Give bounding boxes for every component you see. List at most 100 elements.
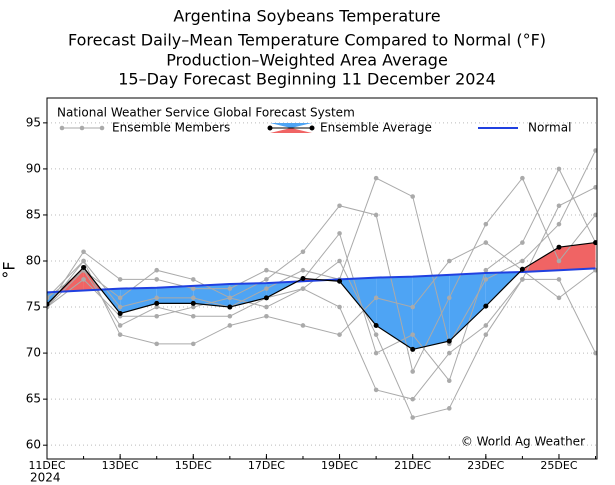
y-tick-label: 60 <box>26 438 41 452</box>
ensemble-member-point <box>154 313 160 319</box>
ensemble-member-point <box>190 304 196 310</box>
x-tick-label: 17DEC <box>248 459 285 472</box>
ensemble-member-point <box>593 185 597 190</box>
ensemble-member-point <box>190 295 196 301</box>
y-tick-label: 95 <box>26 115 41 129</box>
ensemble-member-point <box>117 277 123 282</box>
ensemble-member-point <box>373 295 379 301</box>
ensemble-member-point <box>300 323 306 328</box>
legend-symbol <box>79 125 85 131</box>
ensemble-member-point <box>520 277 525 282</box>
ensemble-member-point <box>446 378 452 384</box>
ensemble-member-point <box>410 415 415 420</box>
average-point <box>263 295 269 301</box>
ensemble-member-point <box>446 295 452 301</box>
ensemble-member-point <box>556 203 562 209</box>
legend-symbol <box>59 125 65 131</box>
average-point <box>81 264 87 270</box>
average-point <box>154 300 160 306</box>
legend-symbol <box>270 123 312 128</box>
x-tick-label: 15DEC <box>175 459 212 472</box>
average-point <box>483 303 489 309</box>
average-point <box>227 304 233 310</box>
y-tick-label: 90 <box>26 161 41 175</box>
legend-title: National Weather Service Global Forecast… <box>57 106 355 120</box>
ensemble-member-point <box>483 221 489 227</box>
ensemble-member-point <box>264 304 269 310</box>
ensemble-member-point <box>410 332 415 337</box>
ensemble-member-point <box>483 240 489 245</box>
ensemble-member-point <box>190 341 196 347</box>
ensemble-member-point <box>410 396 415 402</box>
ensemble-member-point <box>446 406 452 411</box>
ensemble-member-line <box>47 177 596 373</box>
average-point <box>300 276 306 281</box>
anomaly-fill <box>193 284 230 308</box>
ensemble-member-point <box>556 221 562 227</box>
anomaly-fill <box>449 272 486 342</box>
ensemble-member-point <box>81 277 86 282</box>
ensemble-member-point <box>337 304 342 310</box>
ensemble-member-point <box>593 148 597 153</box>
ensemble-member-point <box>556 277 562 282</box>
average-point <box>410 346 416 352</box>
ensemble-member-line <box>47 150 596 346</box>
ensemble-member-point <box>520 258 525 264</box>
ensemble-member-point <box>483 277 489 282</box>
ensemble-member-point <box>190 286 196 291</box>
ensemble-member-point <box>483 323 489 328</box>
plot-area <box>47 122 597 446</box>
ensemble-member-point <box>593 212 597 218</box>
ensemble-member-point <box>81 258 86 264</box>
ensemble-member-point <box>410 194 415 199</box>
plot-frame <box>46 97 598 460</box>
year-label: 2024 <box>30 471 61 485</box>
legend-symbol <box>309 125 315 131</box>
legend-label: Ensemble Average <box>320 121 432 135</box>
ensemble-member-point <box>483 267 489 273</box>
average-point <box>117 310 123 316</box>
ensemble-member-point <box>410 304 415 310</box>
ensemble-member-point <box>154 267 160 273</box>
anomaly-fill <box>120 287 157 314</box>
ensemble-member-point <box>264 277 269 282</box>
average-point <box>446 338 452 344</box>
ensemble-member-point <box>483 332 489 337</box>
anomaly-fill <box>156 285 194 304</box>
y-tick-label: 80 <box>26 254 41 268</box>
average-point <box>556 244 562 250</box>
y-tick-label: 75 <box>26 300 41 314</box>
chart-subtitle: 15–Day Forecast Beginning 11 December 20… <box>118 70 496 89</box>
chart-title: Argentina Soybeans Temperature <box>173 7 440 26</box>
ensemble-member-point <box>117 295 123 301</box>
ensemble-member-point <box>154 304 160 310</box>
ensemble-member-line <box>47 278 596 400</box>
ensemble-member-point <box>227 286 233 291</box>
x-tick-label: 25DEC <box>540 459 577 472</box>
ensemble-member-point <box>556 258 562 264</box>
average-point <box>593 240 597 246</box>
ensemble-member-point <box>81 249 86 255</box>
ensemble-member-point <box>190 277 196 282</box>
y-tick-label: 70 <box>26 346 41 360</box>
ensemble-member-point <box>373 175 379 181</box>
x-tick-label: 21DEC <box>394 459 431 472</box>
ensemble-member-point <box>264 313 269 319</box>
ensemble-member-point <box>337 203 342 209</box>
legend-label: Ensemble Members <box>112 121 230 135</box>
average-line <box>47 241 596 351</box>
ensemble-member-point <box>227 313 233 319</box>
ensemble-member-line <box>47 167 596 382</box>
anomaly-fill <box>376 276 413 350</box>
average-point <box>190 300 196 306</box>
ensemble-member-point <box>446 258 452 264</box>
ensemble-member-point <box>47 295 50 301</box>
ensemble-member-point <box>446 350 452 356</box>
ensemble-member-point <box>373 212 379 218</box>
ensemble-member-point <box>520 175 525 181</box>
chart-subtitle: Forecast Daily–Mean Temperature Compared… <box>68 31 546 50</box>
ensemble-member-point <box>154 277 160 282</box>
ensemble-member-point <box>190 313 196 319</box>
legend-symbol <box>270 128 312 133</box>
x-tick-label: 11DEC <box>28 459 65 472</box>
